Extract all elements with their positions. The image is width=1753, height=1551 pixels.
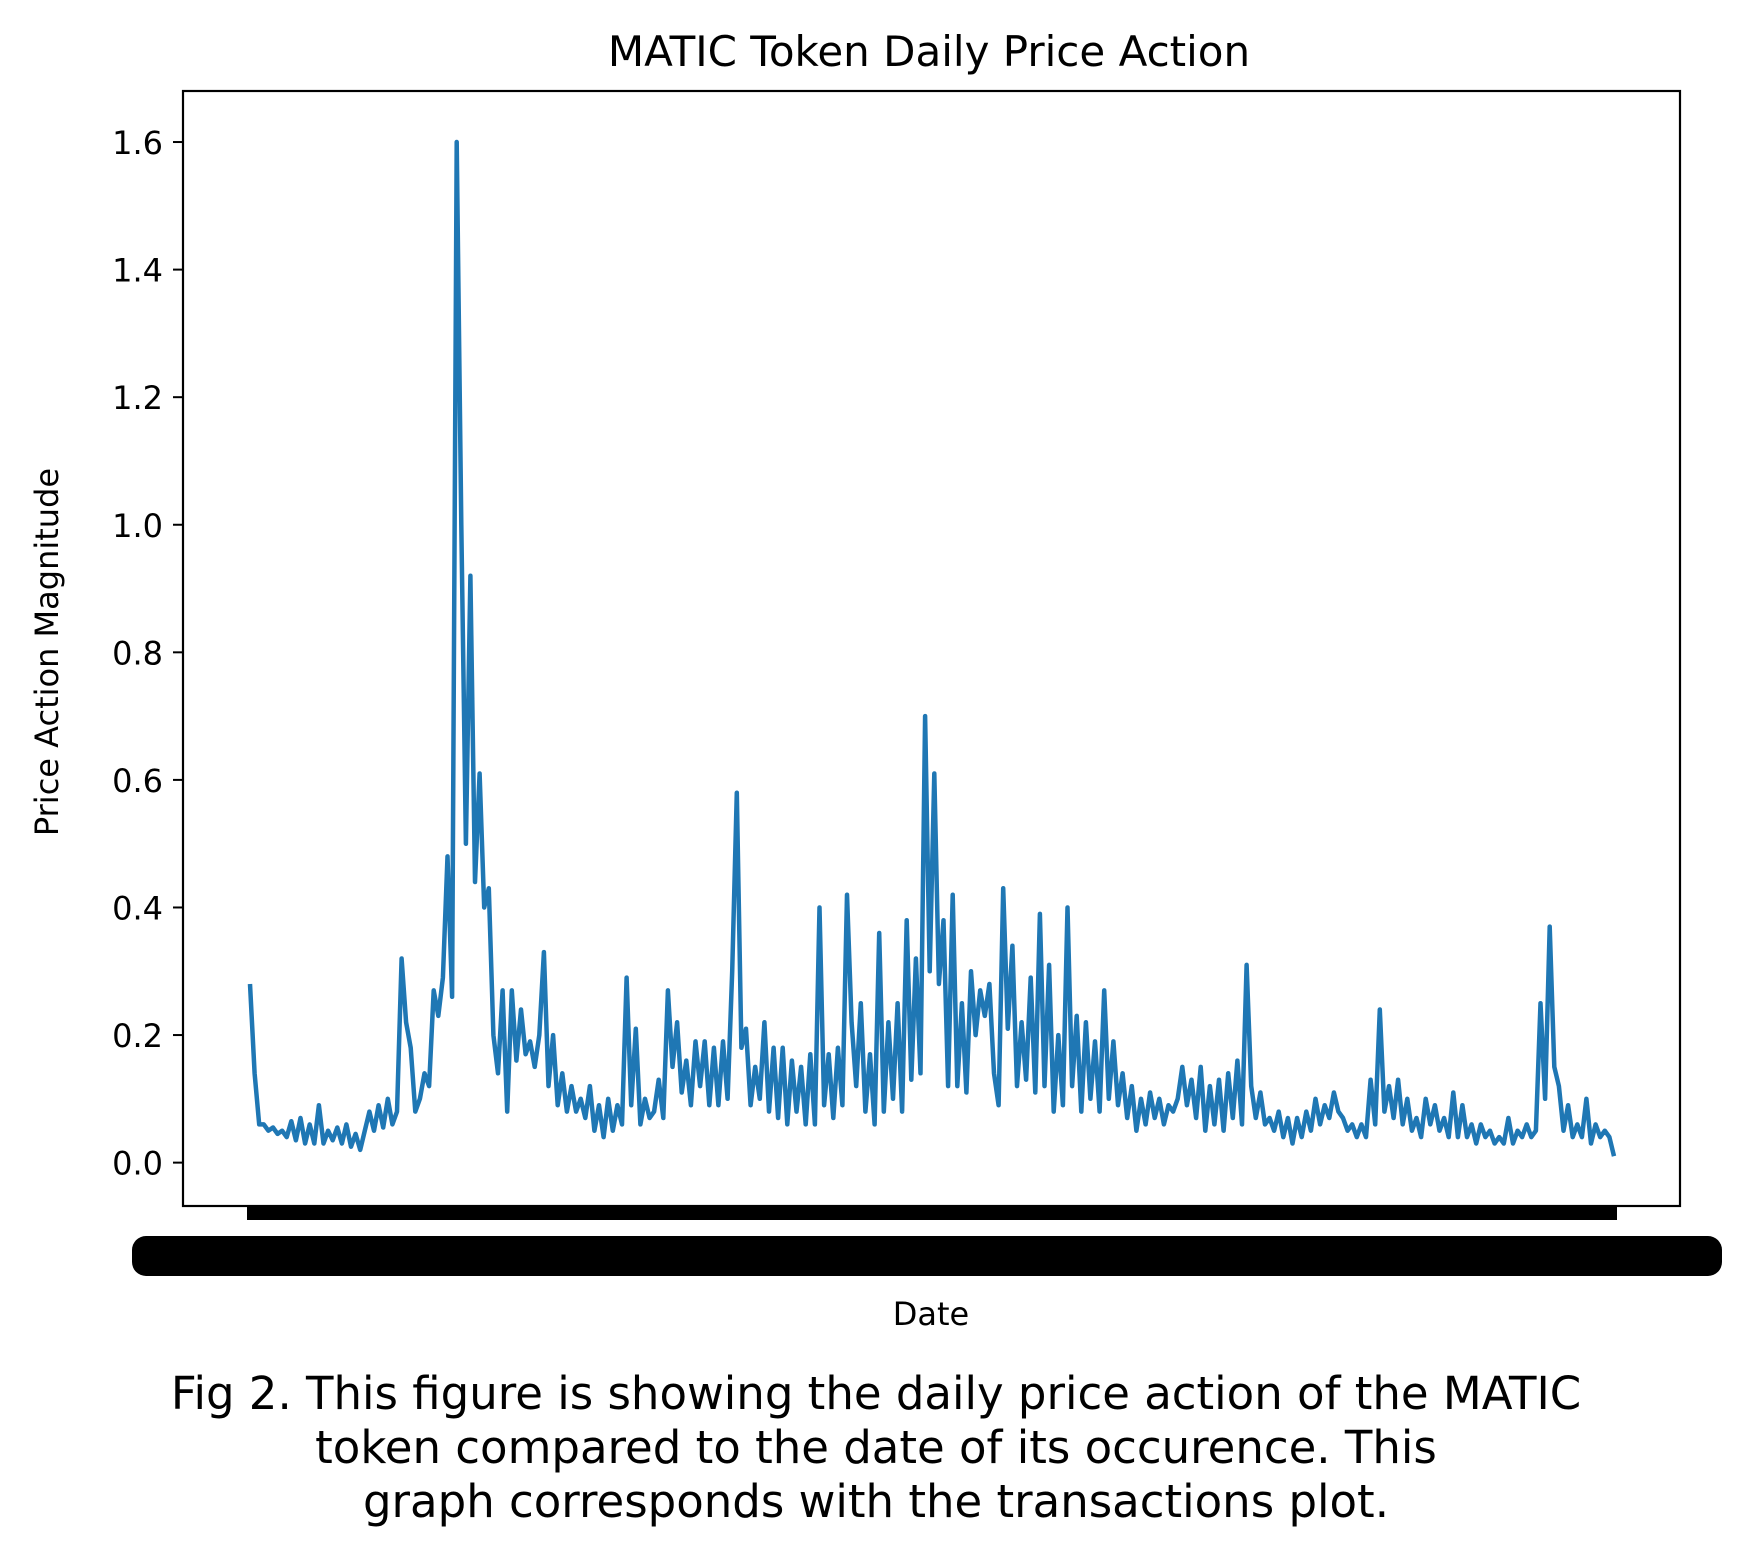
y-tick-label: 1.2 [112, 379, 163, 417]
figure-caption: Fig 2. This figure is showing the daily … [76, 1367, 1676, 1529]
y-tick-label: 0.6 [112, 762, 163, 800]
series-line [247, 139, 1617, 1157]
chart-title: MATIC Token Daily Price Action [608, 27, 1250, 76]
y-tick-label: 0.2 [112, 1017, 163, 1055]
x-axis [132, 1206, 1722, 1276]
caption-line: graph corresponds with the transactions … [362, 1475, 1389, 1528]
caption-line: token compared to the date of its occure… [315, 1421, 1437, 1474]
y-tick-label: 1.6 [112, 124, 163, 162]
y-tick-label: 1.0 [112, 507, 163, 545]
plot-area [181, 89, 1682, 1208]
y-tick-label: 0.4 [112, 889, 163, 927]
y-tick-label: 0.0 [112, 1145, 163, 1183]
caption-line: Fig 2. This figure is showing the daily … [170, 1367, 1582, 1420]
x-tick-labels [132, 1236, 1722, 1276]
y-tick-label: 1.4 [112, 252, 163, 290]
y-axis: 0.0 0.2 0.4 0.6 0.8 1.0 1.2 1.4 1.6 [112, 124, 183, 1183]
x-axis-label: Date [893, 1295, 969, 1333]
y-tick-label: 0.8 [112, 634, 163, 672]
y-axis-label: Price Action Magnitude [28, 468, 66, 836]
